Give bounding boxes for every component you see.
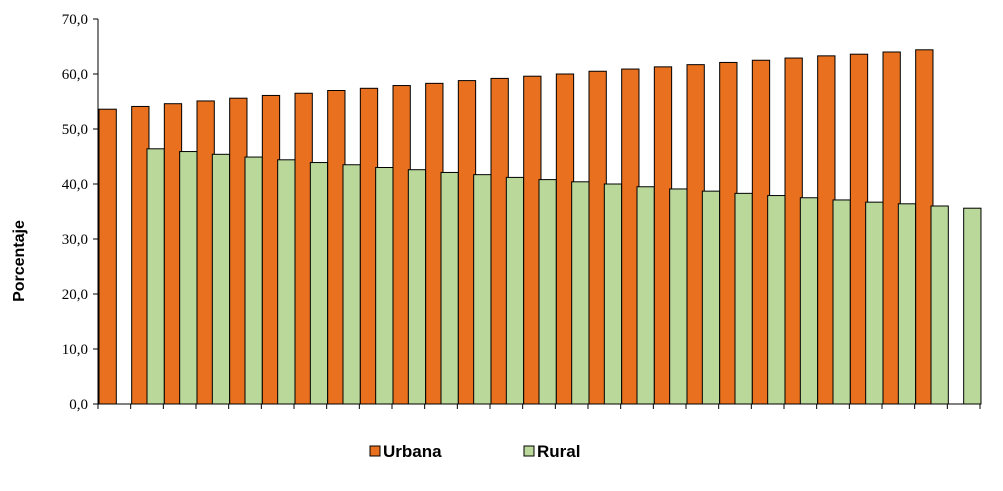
y-tick-label: 20,0	[62, 287, 88, 303]
bar-urbana-24	[849, 53, 869, 405]
bar-urbana-6	[261, 94, 281, 405]
bar-rural-8	[342, 164, 361, 405]
bar-urbana-12	[457, 80, 477, 405]
bar-rural-10	[407, 169, 427, 405]
bar-rural-16	[603, 183, 623, 405]
bar-rural-7	[309, 162, 329, 405]
bar-urbana-22	[784, 57, 803, 405]
bar-urbana-15	[555, 73, 575, 405]
bar-rural-26	[930, 205, 949, 405]
bar-rural-27	[963, 207, 982, 405]
y-tick-label: 40,0	[62, 177, 88, 193]
bar-urbana-21	[751, 59, 771, 405]
bar-urbana-25	[882, 51, 901, 405]
bar-rural-18	[669, 188, 688, 405]
bar-rural-11	[440, 171, 459, 405]
bar-urbana-11	[425, 82, 444, 405]
bar-urbana-2	[131, 105, 150, 405]
legend-swatch-rural	[523, 445, 535, 457]
bar-rural-13	[505, 176, 525, 405]
bar-urbana-23	[817, 55, 836, 405]
bar-rural-15	[571, 181, 590, 405]
bar-urbana-26	[915, 49, 934, 405]
bar-urbana-10	[392, 85, 411, 405]
bar-urbana-3	[163, 103, 183, 405]
bar-rural-25	[897, 203, 917, 405]
bar-rural-3	[179, 151, 198, 405]
bar-urbana-17	[621, 68, 640, 405]
bar-urbana-1	[98, 108, 117, 405]
bar-urbana-13	[490, 77, 509, 405]
bar-urbana-4	[196, 100, 215, 405]
bar-rural-23	[832, 199, 851, 405]
bar-urbana-16	[588, 70, 607, 405]
y-tick-label: 50,0	[62, 122, 88, 138]
bar-urbana-14	[523, 75, 542, 405]
y-tick-label: 10,0	[62, 342, 88, 358]
y-axis-title: Porcentaje	[11, 220, 28, 302]
legend-swatch-urbana	[369, 445, 381, 457]
bar-rural-6	[277, 159, 296, 405]
y-tick-label: 60,0	[62, 67, 88, 83]
bar-rural-14	[538, 179, 557, 405]
y-tick-label: 0,0	[69, 397, 88, 413]
bar-rural-21	[767, 195, 786, 405]
bar-urbana-7	[294, 92, 313, 405]
y-tick-label: 30,0	[62, 232, 88, 248]
bar-rural-5	[244, 156, 263, 405]
bar-urbana-20	[719, 61, 738, 405]
bar-rural-4	[211, 153, 231, 405]
bar-urbana-5	[229, 97, 248, 405]
bar-urbana-18	[653, 66, 673, 405]
bar-rural-9	[375, 167, 394, 405]
plot-area: 0,0 10,0 20,0 30,0 40,0 50,0 60,0 70,0	[62, 12, 982, 413]
bar-rural-20	[734, 192, 753, 405]
bar-urbana-8	[327, 90, 346, 405]
bar-rural-24	[865, 201, 884, 405]
bar-urbana-19	[686, 64, 705, 405]
bar-rural-19	[701, 190, 721, 405]
bar-urbana-9	[359, 87, 379, 405]
legend: Urbana Rural	[369, 442, 580, 461]
bar-rural-17	[636, 186, 655, 405]
legend-label-rural: Rural	[537, 442, 580, 461]
y-tick-label: 70,0	[62, 12, 88, 28]
bar-rural-22	[799, 197, 819, 405]
bar-rural-2	[146, 148, 165, 405]
legend-label-urbana: Urbana	[383, 442, 442, 461]
bar-rural-12	[473, 174, 492, 405]
